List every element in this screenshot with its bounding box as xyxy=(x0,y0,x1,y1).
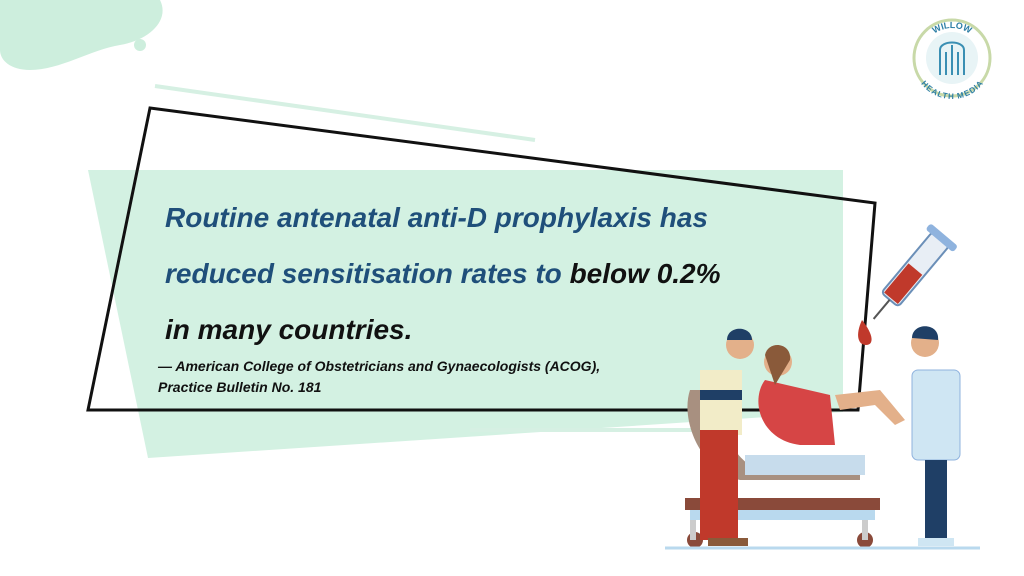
quote-frame xyxy=(86,106,877,412)
quote-text: Routine antenatal anti-D prophylaxis has… xyxy=(165,202,708,289)
quote-emphasis: below 0.2% in many countries. xyxy=(165,258,721,345)
quote-panel xyxy=(88,170,843,458)
citation-line: Practice Bulletin No. 181 xyxy=(158,379,322,395)
svg-text:WILLOW: WILLOW xyxy=(931,20,974,35)
blob xyxy=(0,0,163,70)
citation: — American College of Obstetricians and … xyxy=(158,356,600,398)
illustration xyxy=(665,224,980,550)
quote: Routine antenatal anti-D prophylaxis has… xyxy=(165,190,725,358)
logo: WILLOW HEALTH MEDIA xyxy=(912,18,992,101)
citation-line: — American College of Obstetricians and … xyxy=(158,358,601,374)
logo-top: WILLOW xyxy=(931,20,974,35)
accent-line xyxy=(154,84,536,142)
